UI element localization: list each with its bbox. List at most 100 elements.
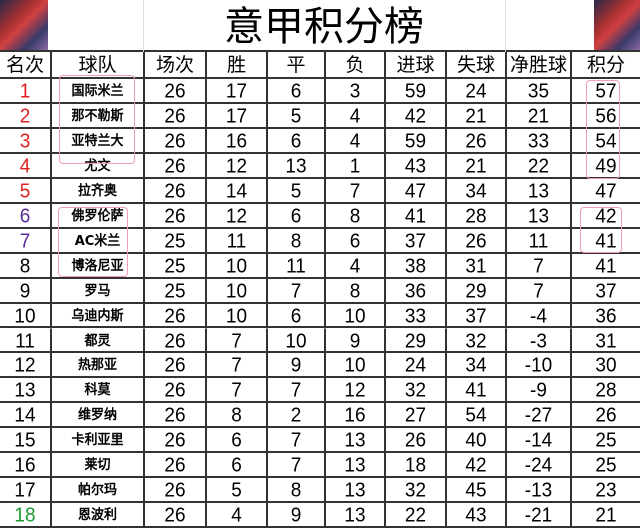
cell-rank: 13	[14, 379, 36, 402]
cell-goal-diff: -10	[505, 352, 570, 377]
cell-won: 7	[205, 352, 266, 377]
cell-won: 7	[205, 327, 266, 352]
cell-drawn: 2	[266, 402, 324, 427]
cell-won: 17	[205, 103, 266, 128]
cell-won: 6	[205, 452, 266, 477]
cell-rank: 5	[19, 180, 31, 203]
cell-played: 26	[143, 452, 205, 477]
cell-lost: 13	[324, 477, 384, 502]
cell-goal-diff: 22	[505, 153, 570, 177]
cell-played: 26	[143, 477, 205, 502]
cell-drawn: 5	[266, 103, 324, 128]
cell-rank: 9	[19, 280, 31, 303]
cell-drawn: 5	[266, 178, 324, 202]
header-rank: 名次	[5, 54, 44, 76]
cell-goals-for: 42	[384, 103, 445, 128]
cell-team: 拉齐奥	[50, 178, 143, 203]
cell-rank: 4	[19, 155, 31, 178]
table-row: 16 莱切 26 6 7 13 18 42 -24 25	[0, 452, 640, 479]
player-photo-right	[594, 0, 640, 50]
cell-goal-diff: -9	[505, 377, 570, 402]
header-played: 场次	[143, 52, 205, 77]
cell-lost: 10	[324, 352, 384, 377]
header-row: 名次 球队 场次胜平负进球 失球 净胜球 积分	[0, 52, 640, 79]
cell-goals-for: 36	[384, 278, 445, 302]
cell-drawn: 9	[266, 502, 324, 527]
cell-goals-for: 47	[384, 178, 445, 202]
cell-won: 8	[205, 402, 266, 427]
cell-goals-for: 38	[384, 253, 445, 277]
cell-goals-against: 21	[445, 103, 505, 128]
cell-played: 26	[143, 103, 205, 128]
cell-lost: 13	[324, 427, 384, 452]
table-row: 2 那不勒斯 26 17 5 4 42 21 21 56	[0, 103, 640, 129]
cell-rank: 3	[19, 130, 31, 153]
cell-goal-diff: -13	[505, 477, 570, 502]
cell-won: 5	[205, 477, 266, 502]
cell-rank: 1	[19, 80, 31, 103]
cell-rank: 7	[19, 230, 31, 253]
cell-team: 科莫	[50, 377, 143, 402]
cell-lost: 6	[324, 228, 384, 252]
table-row: 14 维罗纳 26 8 2 16 27 54 -27 26	[0, 402, 640, 429]
header-lost: 负	[324, 52, 384, 77]
cell-rank: 6	[19, 205, 31, 228]
cell-points: 25	[570, 452, 640, 477]
header-goals-for: 进球	[384, 52, 445, 77]
cell-points: 41	[570, 228, 640, 252]
table-row: 10 乌迪内斯 26 10 6 10 33 37 -4 36	[0, 302, 640, 329]
cell-goals-against: 21	[445, 153, 505, 177]
cell-team: 尤文	[50, 153, 143, 178]
cell-points: 28	[570, 377, 640, 402]
cell-won: 10	[205, 302, 266, 327]
title-row: 意甲积分榜	[0, 0, 640, 52]
cell-goals-against: 45	[445, 477, 505, 502]
cell-team: 卡利亚里	[50, 427, 143, 452]
cell-goals-against: 34	[445, 178, 505, 202]
cell-drawn: 11	[266, 253, 324, 277]
cell-points: 56	[570, 103, 640, 128]
cell-drawn: 6	[266, 203, 324, 227]
cell-points: 41	[570, 253, 640, 277]
cell-rank: 2	[19, 105, 31, 128]
cell-drawn: 6	[266, 302, 324, 327]
cell-lost: 1	[324, 153, 384, 177]
table-row: 4 尤文 26 12 13 1 43 21 22 49	[0, 153, 640, 179]
cell-played: 26	[143, 78, 205, 103]
cell-goals-for: 32	[384, 377, 445, 402]
header-drawn: 平	[266, 52, 324, 77]
cell-points: 37	[570, 278, 640, 302]
cell-played: 26	[143, 402, 205, 427]
cell-goals-for: 22	[384, 502, 445, 527]
cell-goal-diff: 7	[505, 253, 570, 277]
table-row: 1 国际米兰 26 17 6 3 59 24 35 57	[0, 78, 640, 104]
cell-won: 14	[205, 178, 266, 202]
cell-points: 49	[570, 153, 640, 177]
cell-goals-against: 54	[445, 402, 505, 427]
cell-team: 莱切	[50, 452, 143, 477]
cell-won: 11	[205, 228, 266, 252]
cell-won: 10	[205, 253, 266, 277]
cell-goal-diff: -24	[505, 452, 570, 477]
cell-drawn: 9	[266, 352, 324, 377]
cell-goal-diff: 13	[505, 178, 570, 202]
table-row: 11 都灵 26 7 10 9 29 32 -3 31	[0, 327, 640, 354]
cell-goals-against: 41	[445, 377, 505, 402]
cell-won: 12	[205, 153, 266, 177]
header-points: 积分	[570, 52, 640, 77]
cell-goals-for: 59	[384, 78, 445, 103]
cell-points: 26	[570, 402, 640, 427]
cell-points: 57	[570, 78, 640, 103]
cell-goals-against: 34	[445, 352, 505, 377]
cell-goals-against: 32	[445, 327, 505, 352]
cell-goal-diff: -4	[505, 302, 570, 327]
cell-lost: 4	[324, 103, 384, 128]
cell-goals-against: 26	[445, 228, 505, 252]
cell-team: AC米兰	[50, 228, 143, 253]
cell-drawn: 6	[266, 128, 324, 152]
table-row: 6 佛罗伦萨 26 12 6 8 41 28 13 42	[0, 203, 640, 229]
cell-goals-against: 24	[445, 78, 505, 103]
cell-team: 热那亚	[50, 352, 143, 377]
cell-lost: 16	[324, 402, 384, 427]
cell-won: 4	[205, 502, 266, 527]
